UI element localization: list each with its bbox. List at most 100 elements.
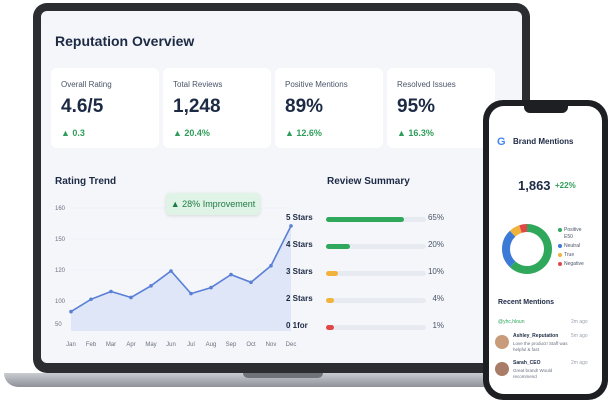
mention-author: Sarah_CEO [513,360,541,366]
mention-time: 2m ago [571,360,588,366]
legend-swatch [558,228,562,232]
page-title: Reputation Overview [55,33,195,49]
legend-label: True [564,252,575,258]
rating-trend-chart: 160 150 120 100 50 Jan Feb Mar Apr May Jun Jul Aug Se… [55,206,297,348]
trend-point [249,280,253,285]
x-tick-label: Oct [246,342,256,348]
mention-text: Love the product! Staff was helpful & fa… [513,341,568,352]
y-tick-label: 120 [55,268,66,274]
legend-label: E50 [564,234,573,240]
summary-bar-fill [326,325,334,330]
kpi-card-positive-mentions[interactable]: Positive Mentions 89% ▲ 12.6% [275,68,383,148]
kpi-change: ▲ 0.3 [61,128,85,138]
mentions-count: 1,863 [518,178,551,193]
summary-bar-track [326,325,426,330]
dashboard-screen: Reputation Overview Overall Rating 4.6/5… [41,11,522,363]
summary-bar-track [326,217,426,222]
donut-slice [509,224,552,274]
improvement-badge: ▲ 28% Improvement [166,193,260,215]
summary-row-label: 0 1for [286,321,308,330]
trend-point [289,224,293,228]
summary-bar-fill [326,298,334,303]
kpi-card-total-reviews[interactable]: Total Reviews 1,248 ▲ 20.4% [163,68,271,148]
review-summary-title: Review Summary [327,176,410,187]
kpi-change: ▲ 12.6% [285,128,322,138]
kpi-label: Overall Rating [61,80,112,89]
laptop-base [4,373,552,387]
mention-author: Ashley_Reputation [513,333,559,339]
summary-row-percent: 65% [427,213,444,222]
x-tick-label: Aug [206,342,217,348]
donut-slice [519,224,528,233]
brand-mentions-title: Brand Mentions [513,137,574,146]
donut-slice [509,225,522,237]
kpi-label: Resolved Issues [397,80,456,89]
mention-item[interactable]: Ashley_Reputation Love the product! Staf… [495,333,596,359]
summary-row-label: 5 Stars [286,213,313,222]
kpi-change: ▲ 16.3% [397,128,434,138]
mentions-change: +22% [555,181,576,190]
trend-point [69,309,73,314]
y-tick-label: 160 [55,206,66,212]
trend-point [129,295,133,300]
summary-bar-fill [326,271,338,276]
trend-point [209,285,213,290]
summary-row-label: 2 Stars [286,294,313,303]
kpi-label: Positive Mentions [285,80,348,89]
mentions-header-time: 2m ago [571,319,588,325]
summary-row-percent: 10% [427,267,444,276]
y-tick-label: 100 [55,299,66,305]
y-tick-label: 50 [55,322,62,328]
kpi-value: 1,248 [173,96,221,117]
x-tick-label: Feb [86,342,97,348]
trend-point [89,297,93,302]
trend-point [269,263,273,268]
donut-slice [502,230,516,268]
mentions-header-handle: @yhc,hloun [498,319,525,325]
summary-bar-track [326,298,426,303]
summary-row-percent: 4% [432,294,444,303]
x-tick-label: May [145,342,156,348]
trend-point [229,272,233,277]
trend-point [109,289,113,294]
x-tick-label: Dec [286,342,297,348]
kpi-change: ▲ 20.4% [173,128,210,138]
laptop-hinge-notch [243,373,323,378]
x-tick-label: Jun [166,342,176,348]
x-tick-label: Apr [126,342,135,348]
x-tick-label: Sep [226,342,237,348]
trend-point [149,284,153,288]
x-tick-label: Jan [66,342,76,348]
summary-bar-fill [326,217,404,222]
kpi-value: 4.6/5 [61,96,104,117]
avatar [495,362,509,376]
trend-point [169,269,173,273]
summary-bar-track [326,244,426,249]
mention-time: 5m ago [571,333,588,339]
y-tick-label: 150 [55,237,66,243]
legend-swatch [558,244,562,248]
sentiment-donut-chart [502,224,552,274]
trend-line [70,225,292,313]
legend-label: Positive [564,227,582,233]
kpi-value: 95% [397,96,436,117]
summary-row-percent: 20% [427,240,444,249]
legend-label: Negative [564,261,584,267]
kpi-card-overall-rating[interactable]: Overall Rating 4.6/5 ▲ 0.3 [51,68,159,148]
google-logo-icon: G [497,136,506,148]
phone-notch [524,106,568,113]
summary-bar-fill [326,244,350,249]
kpi-card-resolved-issues[interactable]: Resolved Issues 95% ▲ 16.3% [387,68,495,148]
x-tick-label: Mar [106,342,116,348]
legend-swatch [558,253,562,257]
trend-point [189,291,193,296]
summary-row-label: 4 Stars [286,240,313,249]
legend-label: Neutral [564,243,581,249]
legend-swatch [558,262,562,266]
summary-row-percent: 1% [432,321,444,330]
mention-item[interactable]: Sarah_CEO Great brand! Would recommend 2… [495,360,596,386]
recent-mentions-title: Recent Mentions [498,299,555,306]
mention-text: Great brand! Would recommend [513,368,553,379]
summary-bar-track [326,271,426,276]
rating-trend-title: Rating Trend [55,176,117,187]
